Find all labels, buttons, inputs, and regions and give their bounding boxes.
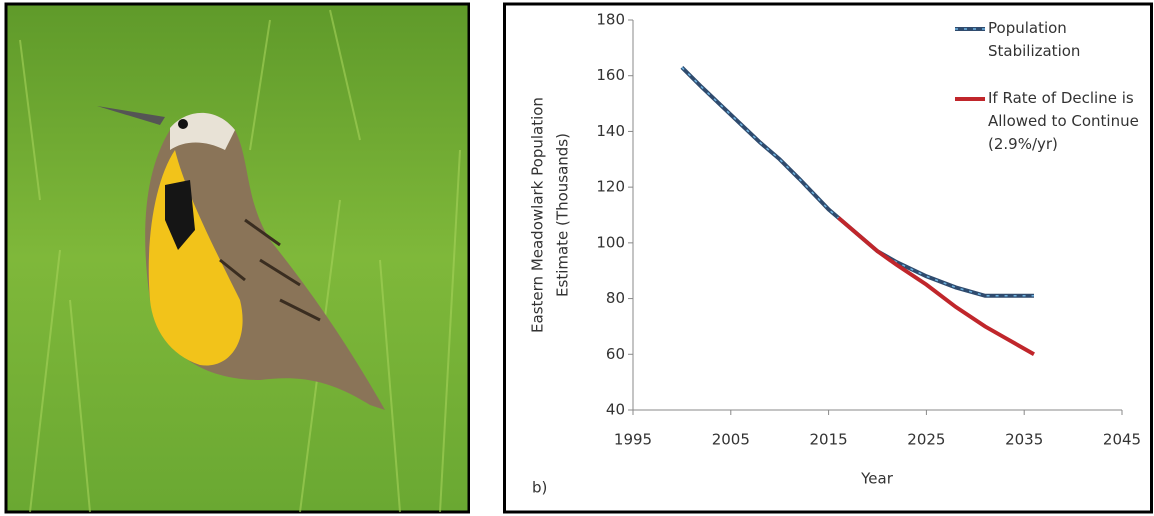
x-tick-label: 1995 [614, 431, 652, 449]
x-tick-label: 2015 [810, 431, 848, 449]
y-tick-label: 60 [606, 345, 625, 363]
x-axis-title: Year [860, 470, 894, 488]
y-axis-title: Eastern Meadowlark Population [529, 97, 547, 333]
y-tick-label: 140 [596, 122, 625, 140]
y-tick-label: 40 [606, 401, 625, 419]
y-tick-label: 180 [596, 11, 625, 29]
x-tick-label: 2035 [1005, 431, 1043, 449]
x-tick-label: 2045 [1103, 431, 1141, 449]
x-tick-label: 2005 [712, 431, 750, 449]
photo [0, 0, 470, 516]
panel-label: b) [532, 479, 547, 497]
legend-label: If Rate of Decline is Allowed to Continu… [988, 87, 1154, 156]
y-tick-label: 100 [596, 233, 625, 251]
y-tick-label: 160 [596, 66, 625, 84]
legend-label: Population Stabilization [988, 17, 1098, 63]
y-axis-title: Estimate (Thousands) [554, 133, 572, 297]
figure: b) Year Eastern Meadowlark Population Es… [0, 0, 1154, 516]
x-tick-label: 2025 [907, 431, 945, 449]
y-tick-label: 80 [606, 289, 625, 307]
chart: b) Year Eastern Meadowlark Population Es… [503, 0, 1154, 516]
y-tick-label: 120 [596, 178, 625, 196]
